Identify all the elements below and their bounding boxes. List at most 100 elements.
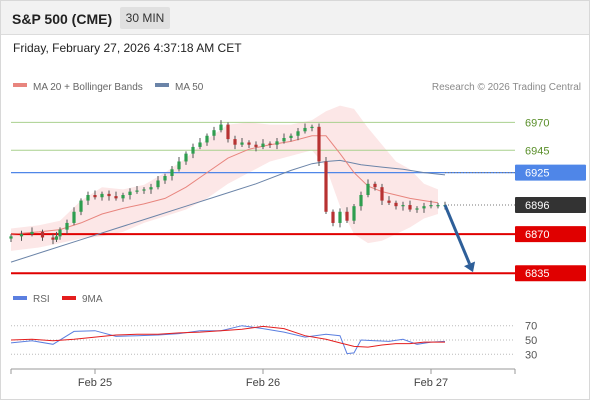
candle-body xyxy=(40,231,45,238)
candle-body xyxy=(394,202,398,207)
candle xyxy=(51,234,55,245)
candle xyxy=(352,203,356,225)
candle-body xyxy=(100,193,104,198)
candle xyxy=(114,191,118,201)
candle-body xyxy=(296,131,300,136)
support-label-box xyxy=(515,226,586,243)
candle-body xyxy=(212,130,216,136)
candle-body xyxy=(373,183,377,188)
candle xyxy=(373,181,377,191)
candle xyxy=(296,127,300,141)
candle xyxy=(247,140,251,149)
rsi-ma-legend-label: 9MA xyxy=(82,294,103,305)
candle xyxy=(303,123,307,134)
candle xyxy=(93,190,97,200)
candle-body xyxy=(121,195,125,199)
resistance-label-6970: 6970 xyxy=(525,117,549,129)
candle-body xyxy=(170,169,174,176)
candle xyxy=(429,200,433,209)
candle-body xyxy=(142,189,146,191)
candle xyxy=(240,138,244,147)
resistance-label-6945: 6945 xyxy=(525,145,549,157)
candle xyxy=(107,190,111,201)
candle xyxy=(19,230,24,241)
support-label-box xyxy=(515,265,586,282)
candle-body xyxy=(247,142,251,145)
candle xyxy=(40,229,45,241)
ma20-line xyxy=(10,135,439,235)
candle-body xyxy=(352,206,356,221)
candle xyxy=(191,143,195,159)
candle-body xyxy=(303,127,307,132)
candle xyxy=(345,207,349,223)
candle xyxy=(282,133,286,144)
forecast-arrow-icon xyxy=(463,261,476,273)
bollinger-band xyxy=(11,105,438,251)
timeframe-badge[interactable]: 30 MIN xyxy=(120,7,170,29)
candle-body xyxy=(415,208,419,210)
candle xyxy=(212,126,216,141)
candle-body xyxy=(240,142,244,145)
candle xyxy=(198,138,202,150)
candle xyxy=(422,202,426,213)
ma20-legend-label: MA 20 + Bollinger Bands xyxy=(33,82,143,93)
candle-body xyxy=(198,142,202,147)
candle-body xyxy=(58,229,62,237)
candle xyxy=(9,234,13,242)
candle xyxy=(128,188,132,200)
candle xyxy=(289,133,293,142)
candle-body xyxy=(177,161,181,170)
candle-body xyxy=(65,222,69,230)
candle xyxy=(170,165,174,181)
candle xyxy=(219,120,223,133)
rsi-tick-50: 50 xyxy=(525,335,537,347)
candle xyxy=(310,124,314,132)
rsi-swatch xyxy=(13,296,27,300)
rsi-ma-line xyxy=(10,325,445,348)
candle xyxy=(331,209,335,227)
pivot-label-6925: 6925 xyxy=(525,168,549,180)
candle-body xyxy=(233,139,237,145)
candle-body xyxy=(429,205,433,207)
rsi-legend-label: RSI xyxy=(33,294,50,305)
candle-body xyxy=(135,190,139,192)
candle-body xyxy=(275,141,279,145)
rsi-legend: RSI 9MA xyxy=(13,294,103,305)
time-axis: Feb 25 Feb 26 Feb 27 xyxy=(10,368,516,389)
candle xyxy=(261,139,265,150)
candle xyxy=(380,183,384,206)
candle-body xyxy=(317,126,321,162)
candle xyxy=(163,173,167,184)
candle xyxy=(366,179,370,198)
candle-body xyxy=(79,200,83,212)
candle-body xyxy=(205,135,209,143)
candle-body xyxy=(310,126,314,129)
candle xyxy=(142,187,146,194)
rsi-ma-swatch xyxy=(62,296,76,300)
candle xyxy=(177,157,181,172)
candle-body xyxy=(401,205,405,207)
candle-body xyxy=(191,146,195,154)
candle-body xyxy=(324,161,328,212)
candle-body xyxy=(268,143,272,145)
time-tick-label: Feb 27 xyxy=(414,377,448,389)
rsi-tick-70: 70 xyxy=(525,321,537,333)
last-price-box xyxy=(515,197,586,214)
candle-body xyxy=(219,124,223,131)
candle xyxy=(100,191,104,201)
candle xyxy=(317,123,321,166)
candle-body xyxy=(51,237,55,240)
rsi-tick-30: 30 xyxy=(525,349,537,361)
candle xyxy=(359,191,363,211)
candle-body xyxy=(19,234,24,237)
support-label-6870: 6870 xyxy=(525,229,549,241)
candle-body xyxy=(72,211,76,223)
candle-body xyxy=(254,144,258,147)
candle xyxy=(401,201,405,211)
candle xyxy=(436,202,440,209)
candle xyxy=(233,135,237,150)
candle-body xyxy=(30,231,34,235)
timestamp: Friday, February 27, 2026 4:37:18 AM CET xyxy=(13,41,242,55)
price-legend: MA 20 + Bollinger Bands MA 50 Research ©… xyxy=(13,82,581,93)
ma50-line xyxy=(10,159,446,263)
